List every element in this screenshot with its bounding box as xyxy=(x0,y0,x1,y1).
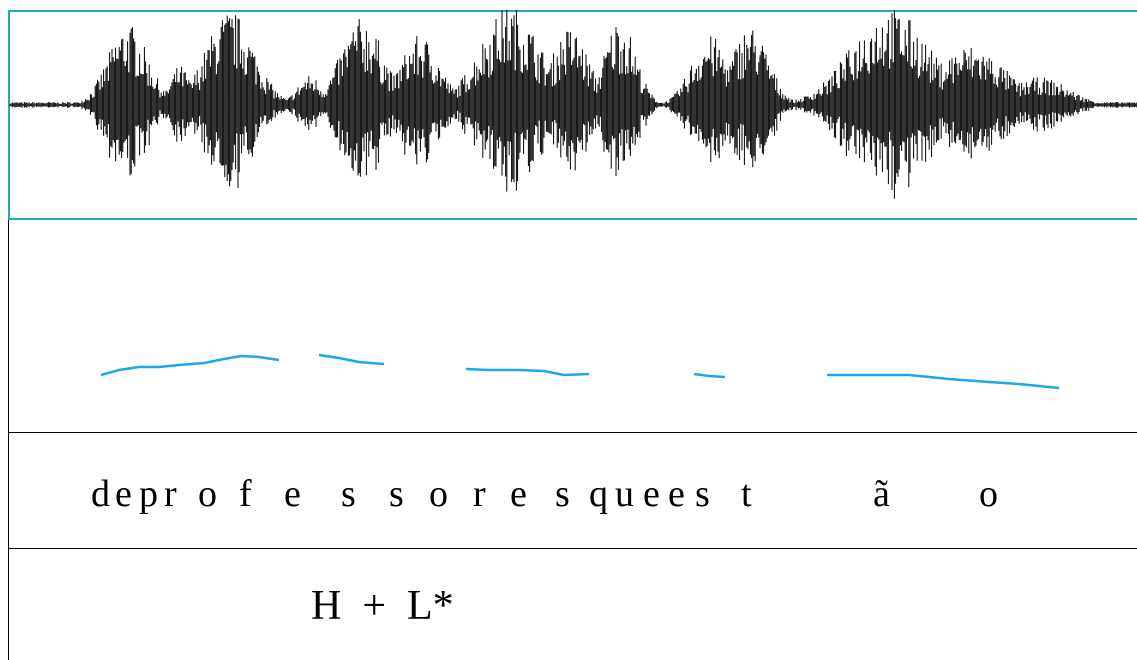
segment-letter: p xyxy=(139,473,158,515)
segment-letter: o xyxy=(429,473,448,515)
waveform-trace xyxy=(9,9,1137,199)
segment-letter: o xyxy=(198,473,217,515)
waveform-plot xyxy=(9,9,1137,199)
segment-letter: s xyxy=(341,473,356,515)
segment-letter: e xyxy=(643,473,660,515)
segment-letter: f xyxy=(239,473,252,515)
pitch-segment xyxy=(465,367,590,377)
pitch-plot xyxy=(100,353,1060,390)
tonal-label: H + L* xyxy=(311,583,454,629)
segment-letter: s xyxy=(555,473,570,515)
segment-letter: t xyxy=(741,473,752,515)
tonal-tier: H + L* xyxy=(8,549,1137,660)
waveform-panel xyxy=(8,9,1137,220)
segment-letter: d xyxy=(91,473,110,515)
segment-letter: ã xyxy=(873,473,890,515)
segmental-tier: d e p r o f e s s o r e s q u e e s t ã … xyxy=(8,432,1137,549)
pitch-segment xyxy=(318,353,385,366)
segment-letter: e xyxy=(284,473,301,515)
segment-letter: e xyxy=(668,473,685,515)
segment-letter: e xyxy=(510,473,527,515)
segment-letter: e xyxy=(115,473,132,515)
pitch-segment xyxy=(100,354,280,377)
pitch-panel xyxy=(8,220,1137,432)
segment-letter: r xyxy=(473,473,486,515)
segment-letter: s xyxy=(389,473,404,515)
pitch-segment xyxy=(693,372,726,379)
segment-letter: s xyxy=(695,473,710,515)
segment-letter: u xyxy=(615,473,634,515)
segment-letter: o xyxy=(979,473,998,515)
segment-letter: q xyxy=(589,473,608,515)
pitch-segment xyxy=(827,373,1060,390)
segment-letter: r xyxy=(164,473,177,515)
